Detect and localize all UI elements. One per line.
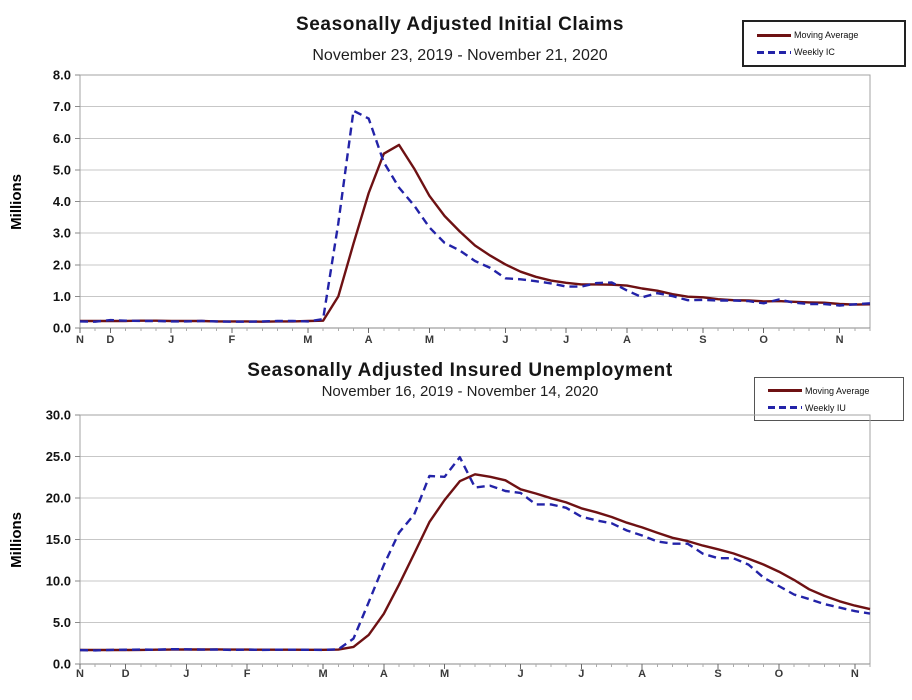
- legend-label: Moving Average: [805, 385, 870, 396]
- month-label: O: [759, 334, 768, 346]
- legend-item-moving-average: Moving Average: [768, 386, 903, 396]
- month-label: S: [714, 668, 721, 680]
- chart-title: Seasonally Adjusted Insured Unemployment: [247, 360, 673, 381]
- legend-label: Weekly IU: [805, 402, 846, 413]
- plot-area: 0.0 5.0 10.0 15.0 20.0 25.0 30.0 N D J F M A M J J A S O N: [46, 408, 871, 680]
- month-label: A: [623, 334, 631, 346]
- month-label: F: [244, 668, 251, 680]
- legend: Moving Average Weekly IC: [742, 20, 906, 67]
- month-label: M: [425, 334, 434, 346]
- y-tick-label: 20.0: [46, 491, 71, 506]
- month-label: S: [699, 334, 706, 346]
- month-label: M: [303, 334, 312, 346]
- y-tick-label: 8.0: [53, 68, 71, 83]
- weekly-ic-line-swatch: [757, 50, 791, 54]
- month-label: J: [502, 334, 508, 346]
- moving-average-line-swatch: [768, 389, 802, 392]
- y-tick-label: 1.0: [53, 289, 71, 304]
- chart-subtitle: November 23, 2019 - November 21, 2020: [312, 47, 608, 64]
- month-label: N: [836, 334, 844, 346]
- month-label: J: [183, 668, 189, 680]
- weekly-iu-line-swatch: [768, 406, 802, 409]
- plot-area: 0.0 1.0 2.0 3.0 4.0 5.0 6.0 7.0 8.0 N D J F M A M J J A S O N: [53, 68, 871, 346]
- month-label: A: [638, 668, 646, 680]
- month-label: J: [518, 668, 524, 680]
- month-label: D: [106, 334, 114, 346]
- weekly-iu-line: [79, 456, 871, 652]
- legend-label: Weekly IC: [794, 47, 835, 57]
- legend-label: Moving Average: [794, 30, 859, 40]
- month-label: D: [122, 668, 130, 680]
- moving-average-line-swatch: [757, 33, 791, 37]
- y-tick-label: 5.0: [53, 615, 71, 630]
- month-label: J: [168, 334, 174, 346]
- initial-claims-chart: Seasonally Adjusted Initial Claims Novem…: [8, 14, 906, 346]
- month-label: A: [380, 668, 388, 680]
- y-tick-label: 25.0: [46, 449, 71, 464]
- month-label: N: [851, 668, 859, 680]
- month-label: J: [563, 334, 569, 346]
- month-label: N: [76, 668, 84, 680]
- chart-subtitle: November 16, 2019 - November 14, 2020: [321, 383, 599, 400]
- y-tick-label: 15.0: [46, 532, 71, 547]
- legend-item-weekly-iu: Weekly IU: [768, 403, 903, 413]
- y-tick-label: 7.0: [53, 99, 71, 114]
- month-label: O: [775, 668, 784, 680]
- legend-item-moving-average: Moving Average: [757, 30, 904, 40]
- month-label: M: [318, 668, 327, 680]
- chart-title: Seasonally Adjusted Initial Claims: [295, 14, 624, 35]
- y-tick-label: 3.0: [53, 226, 71, 241]
- y-tick-label: 6.0: [53, 131, 71, 146]
- y-tick-label: 0.0: [53, 657, 71, 672]
- y-tick-label: 10.0: [46, 574, 71, 589]
- legend: Moving Average Weekly IU: [754, 377, 904, 421]
- month-label: N: [76, 334, 84, 346]
- weekly-ic-line: [79, 109, 871, 323]
- month-label: M: [440, 668, 449, 680]
- y-tick-label: 2.0: [53, 257, 71, 272]
- y-tick-label: 0.0: [53, 321, 71, 336]
- y-tick-label: 5.0: [53, 162, 71, 177]
- legend-item-weekly-ic: Weekly IC: [757, 47, 904, 57]
- y-tick-label: 30.0: [46, 408, 71, 423]
- month-label: J: [578, 668, 584, 680]
- insured-unemployment-chart: Seasonally Adjusted Insured Unemployment…: [0, 350, 912, 700]
- moving-average-line: [80, 473, 871, 652]
- y-tick-label: 4.0: [53, 194, 71, 209]
- month-label: F: [229, 334, 236, 346]
- month-label: A: [365, 334, 373, 346]
